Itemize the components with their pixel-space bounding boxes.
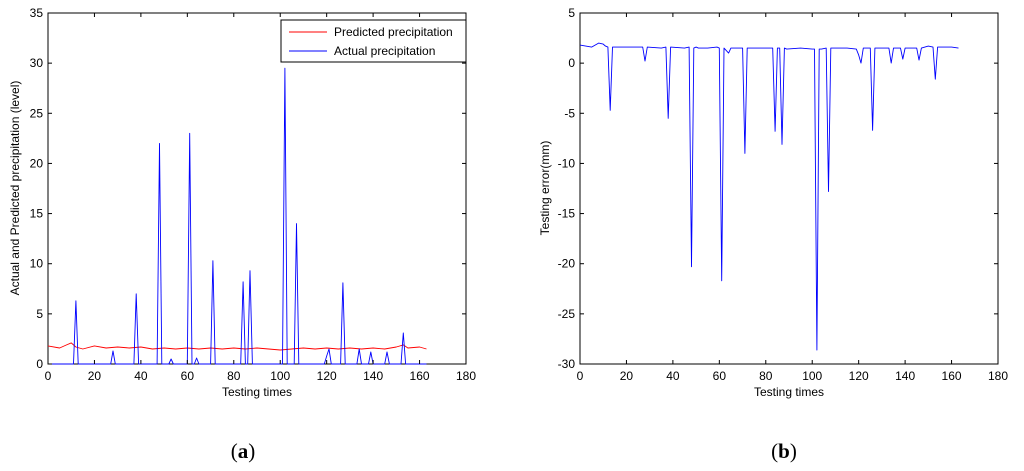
y-tick-label-a: 25 — [30, 106, 44, 120]
x-axis-label-b: Testing times — [754, 385, 824, 399]
y-tick-label-a: 20 — [30, 156, 44, 170]
x-tick-label-a: 180 — [456, 369, 476, 383]
panel-label-b: (b) — [771, 439, 797, 463]
y-axis-label-b: Testing error(mm) — [538, 141, 552, 236]
y-tick-label-b: -25 — [558, 307, 576, 321]
x-tick-label-a: 40 — [134, 369, 148, 383]
plot-area-a — [47, 12, 467, 365]
legend-a: Predicted precipitation Actual precipita… — [280, 19, 467, 63]
panel-label-a: (a) — [231, 439, 256, 463]
legend-label-actual: Actual precipitation — [334, 44, 435, 58]
x-tick-label-b: 140 — [895, 369, 915, 383]
x-tick-label-b: 180 — [988, 369, 1008, 383]
x-tick-label-b: 0 — [577, 369, 584, 383]
chart-panel-b: 0 20 40 60 80 100 120 140 160 180 5 0 -5 -10 -15 -20 -25… — [538, 6, 1008, 463]
ticks-b: 0 20 40 60 80 100 120 140 160 180 5 0 -5 -10 -15 -20 -25… — [558, 6, 1009, 383]
y-tick-label-b: -15 — [558, 207, 576, 221]
y-tick-label-b: -5 — [564, 106, 575, 120]
x-tick-label-b: 40 — [666, 369, 680, 383]
series-line-a-predicted-precipitation — [47, 342, 427, 351]
x-tick-label-a: 80 — [227, 369, 241, 383]
panel-letter-a: a — [238, 439, 249, 463]
x-tick-label-b: 100 — [802, 369, 822, 383]
y-tick-label-a: 10 — [30, 257, 44, 271]
x-tick-label-b: 60 — [713, 369, 727, 383]
series-line-b-0 — [579, 42, 959, 351]
x-tick-label-b: 120 — [849, 369, 869, 383]
x-tick-label-a: 120 — [317, 369, 337, 383]
legend-label-predicted: Predicted precipitation — [334, 25, 453, 39]
ticks-a: 0 20 40 60 80 100 120 140 160 180 0 5 10 15 20 25 30 35 — [30, 6, 477, 383]
plot-area-b — [579, 12, 999, 365]
y-tick-label-a: 30 — [30, 56, 44, 70]
y-tick-label-a: 35 — [30, 6, 44, 20]
x-tick-label-a: 160 — [410, 369, 430, 383]
x-tick-label-a: 20 — [88, 369, 102, 383]
y-tick-label-b: -20 — [558, 257, 576, 271]
x-axis-label-a: Testing times — [222, 385, 292, 399]
series-line-a-actual-precipitation — [48, 67, 427, 365]
x-tick-label-a: 60 — [181, 369, 195, 383]
y-tick-label-b: 5 — [568, 6, 575, 20]
x-tick-label-b: 80 — [759, 369, 773, 383]
legend-box-a — [280, 19, 467, 63]
series-lines-a — [47, 67, 427, 365]
y-tick-label-b: -10 — [558, 156, 576, 170]
x-tick-label-a: 100 — [270, 369, 290, 383]
y-tick-label-a: 0 — [36, 357, 43, 371]
x-tick-label-a: 0 — [45, 369, 52, 383]
x-tick-label-a: 140 — [363, 369, 383, 383]
series-lines-b — [579, 42, 959, 351]
y-tick-label-b: 0 — [568, 56, 575, 70]
y-tick-label-a: 15 — [30, 207, 44, 221]
y-tick-label-a: 5 — [36, 307, 43, 321]
x-tick-label-b: 160 — [942, 369, 962, 383]
panel-letter-b: b — [778, 439, 790, 463]
x-tick-label-b: 20 — [620, 369, 634, 383]
y-axis-label-a: Actual and Predicted precipitation (leve… — [8, 81, 22, 296]
chart-panel-a: 0 20 40 60 80 100 120 140 160 180 0 5 10 15 20 25 30 35 T… — [8, 6, 476, 463]
y-tick-label-b: -30 — [558, 357, 576, 371]
